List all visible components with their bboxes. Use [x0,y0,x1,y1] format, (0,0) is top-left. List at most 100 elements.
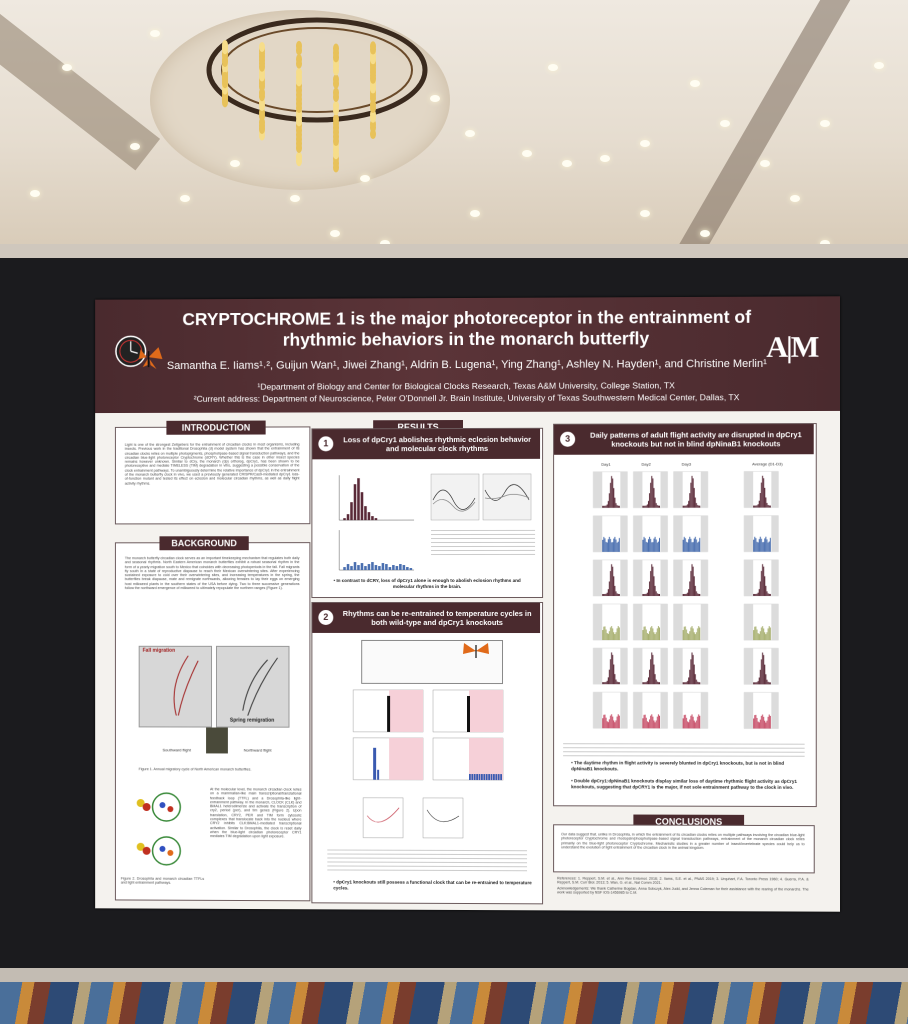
flight-activity-bar [768,593,770,596]
flight-activity-bar [691,475,693,508]
chandelier-crystal [222,44,228,55]
result1-title: Loss of dpCry1 abolishes rhythmic eclosi… [343,434,532,454]
flight-activity-bar [609,659,611,685]
eclosion-chart [319,476,419,580]
ceiling-light [690,80,700,87]
flight-activity-bar [695,679,697,685]
flight-activity-bar [642,630,644,641]
flight-activity-bar [694,722,696,729]
chandelier-crystal [333,122,339,133]
night-shading [700,604,708,641]
night-shading [620,515,628,552]
flight-activity-bar [690,482,692,508]
flight-activity-bar [651,714,653,729]
flight-activity-bar [604,682,606,685]
flight-activity-bar [760,538,762,552]
eclosion-bar [343,519,347,522]
night-shading [673,515,683,552]
eclosion-bar-mutant [371,562,375,571]
flight-activity-bar [757,721,759,729]
flight-activity-bar [617,541,619,552]
flight-activity-bar [685,682,687,685]
title-line-2: rhythmic behaviors in the monarch butter… [282,328,650,350]
flight-activity-bar [615,720,617,729]
flight-activity-bar [614,497,616,508]
flight-activity-bar [755,505,757,508]
flight-activity-bar [762,626,764,641]
flight-activity-bar [760,570,762,596]
flight-activity-bar [692,566,694,596]
flight-activity-bar [758,500,760,508]
chandelier-crystal [259,101,265,112]
temperature-bar [499,773,502,780]
chandelier-crystal [296,58,302,69]
flight-activity-bar [697,542,699,552]
flight-activity-bar [650,715,652,729]
flight-activity-bar [618,593,620,596]
chandelier-crystal [333,91,339,102]
flight-activity-bar [608,581,610,596]
flight-activity-bar [697,505,699,508]
flight-activity-bar [768,626,770,641]
flight-activity-bar [692,542,694,552]
flight-activity-bar [606,680,608,685]
actogram-panel [593,516,627,552]
night-shading [744,559,754,596]
night-shading [673,604,683,641]
actogram-panel [744,560,778,596]
southward-flight-label: Southward flight [162,747,191,753]
actogram-panel [593,692,627,728]
temperature-bar [495,773,497,780]
flight-activity-bar [608,631,610,641]
ceiling [0,0,908,302]
flight-activity-bar [766,632,768,641]
ceiling-light [62,64,72,71]
flight-activity-bar [685,593,687,596]
flight-activity-bar [694,585,696,596]
flight-activity-bar [764,487,766,508]
flight-activity-bar [688,677,690,685]
flight-activity-bar [651,475,653,508]
flight-activity-bar [643,505,645,508]
ceiling-light [360,175,370,182]
chandelier-crystal [370,103,376,114]
flight-activity-bar [603,536,605,552]
flight-activity-bar [753,505,755,508]
flight-activity-bar [653,664,655,685]
actogram-panel [744,648,778,684]
eclosion-bar-mutant [385,564,389,571]
flight-activity-bar [659,505,661,508]
flight-activity-bar [651,542,653,552]
flight-activity-bar [603,593,605,596]
flight-activity-bar [657,505,659,508]
flight-activity-bar [766,720,768,729]
flight-activity-bar [647,539,649,552]
night-shading [593,515,603,552]
temperature-bar [476,773,478,780]
flight-activity-bar [695,503,697,508]
temperature-bar [492,773,495,780]
night-shading [593,471,603,508]
flight-activity-bar [758,633,760,641]
flight-activity-bar [613,576,615,596]
ceiling-light [30,190,40,197]
flight-activity-bar [755,593,757,596]
flight-activity-bar [614,722,616,729]
flight-activity-bar [611,564,613,596]
flight-activity-bar [615,632,617,641]
night-shading [633,515,643,552]
average-label: Average (D1-D3) [752,461,783,467]
flight-activity-bar [654,536,656,552]
result3-title: Daily patterns of adult flight activity … [590,430,802,449]
flight-activity-bar [609,538,611,552]
flight-activity-bar [652,542,654,552]
flight-activity-bar [650,659,652,685]
night-shading [593,648,603,685]
actogram-panel [674,560,708,596]
eclosion-bar-mutant [389,567,392,571]
flight-activity-bar [687,592,689,596]
background-text: The monarch butterfly circadian clock se… [124,556,300,591]
flight-activity-bar [616,681,618,685]
result3-caption [563,743,805,758]
eclosion-bar-mutant [346,564,350,571]
